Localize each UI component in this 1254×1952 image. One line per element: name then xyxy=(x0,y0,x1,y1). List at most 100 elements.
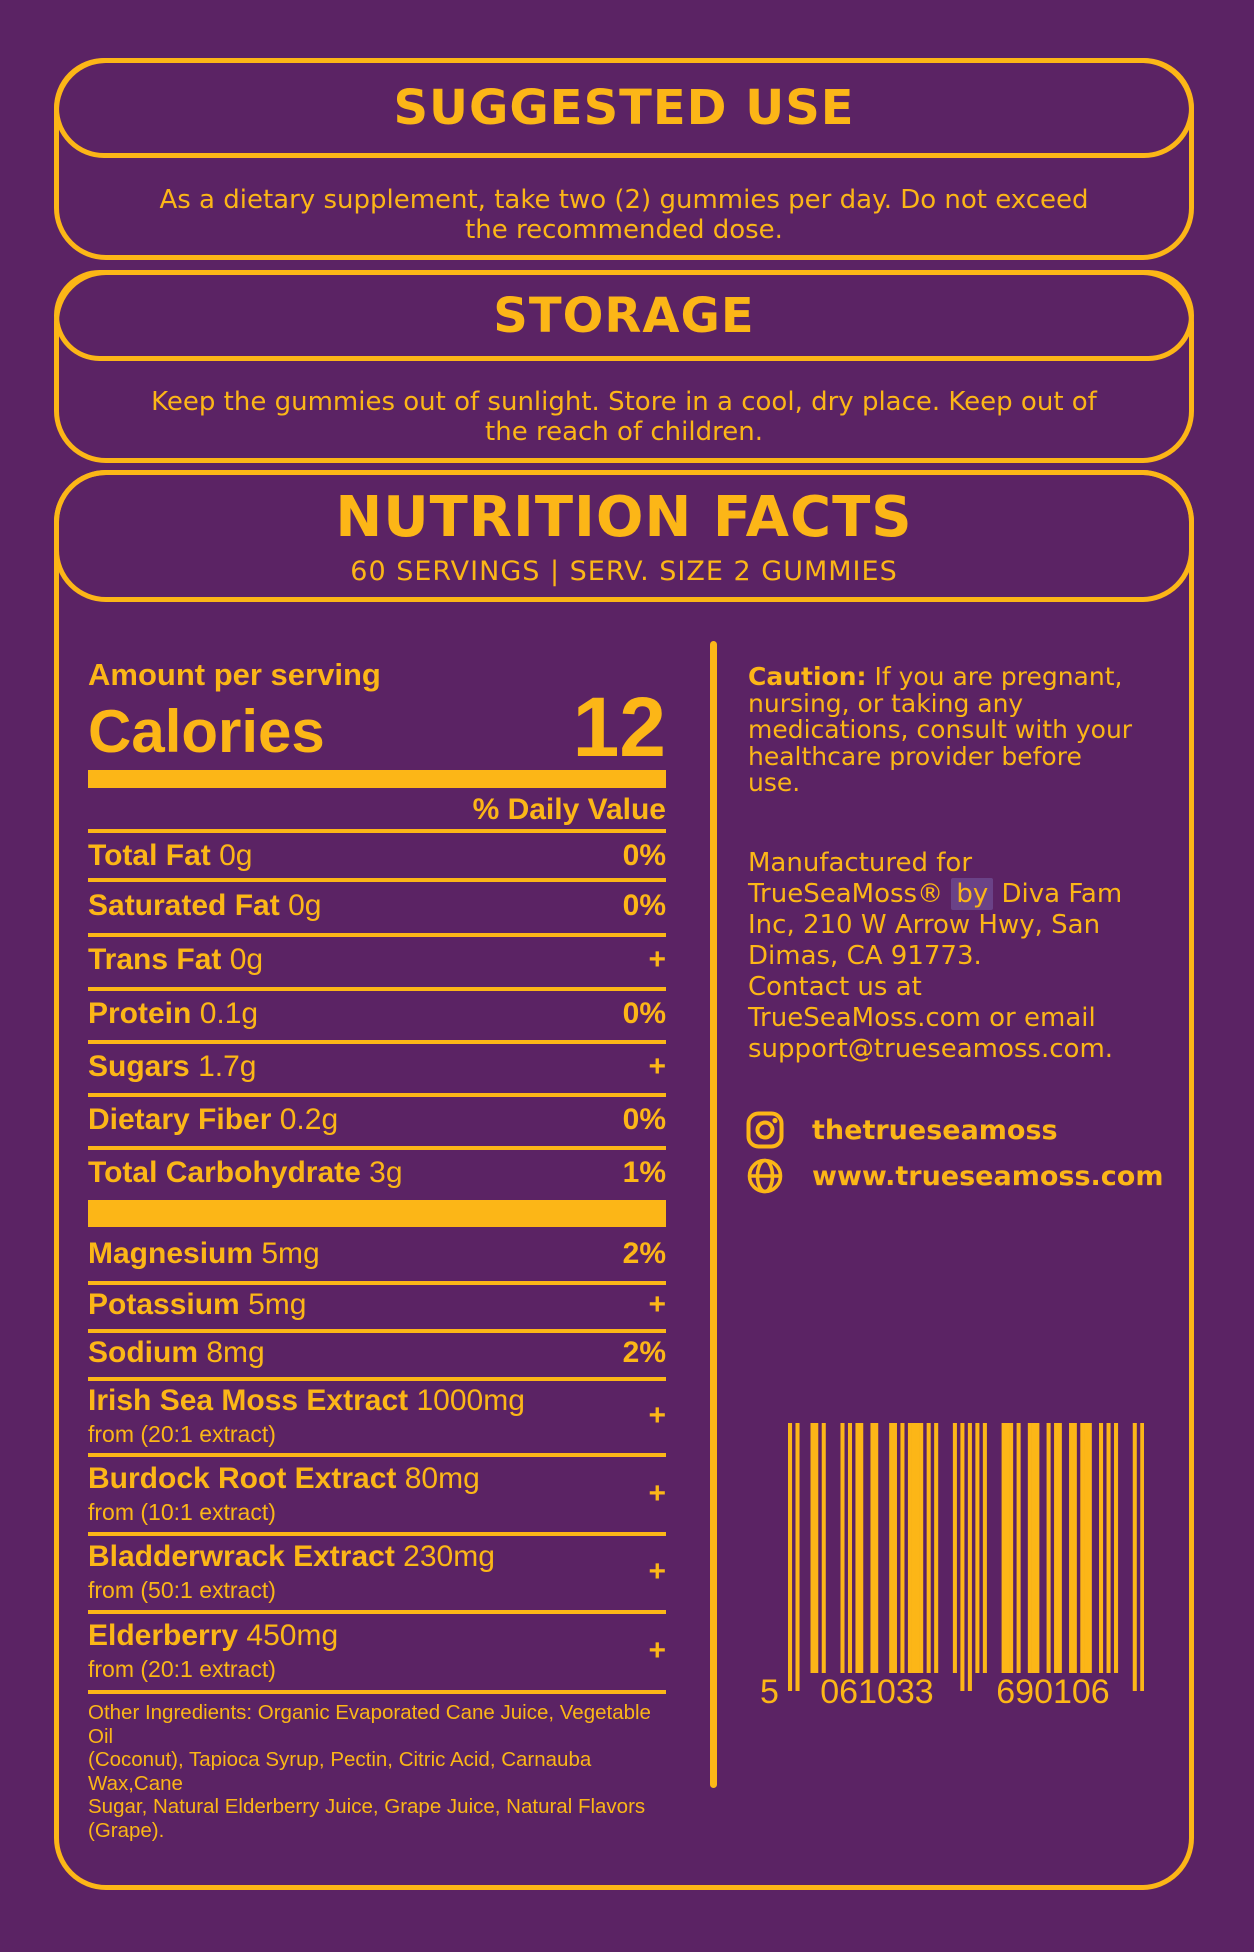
row-divider xyxy=(88,1690,666,1694)
storage-title-box: STORAGE xyxy=(54,270,1194,361)
calories-value: 12 xyxy=(572,680,666,775)
amount-per-serving-label: Amount per serving xyxy=(88,657,381,692)
globe-icon xyxy=(746,1157,784,1195)
nutrient-row-total-carbohydrate: Total Carbohydrate 3g 1% xyxy=(88,1150,666,1196)
nutrient-row-burdock-root: Burdock Root Extract 80mg from (10:1 ext… xyxy=(88,1459,666,1528)
nutrient-dv: 0% xyxy=(622,996,666,1030)
nutrient-amount: 80mg xyxy=(404,1461,480,1495)
nutrient-row-elderberry: Elderberry 450mg from (20:1 extract) + xyxy=(88,1616,666,1686)
nutrient-amount: 1.7g xyxy=(198,1049,257,1083)
row-divider xyxy=(88,878,666,882)
nutrient-dv: 2% xyxy=(622,1336,666,1369)
nutrient-row-sugars: Sugars 1.7g + xyxy=(88,1044,666,1089)
nutrient-name: Potassium xyxy=(88,1288,240,1321)
nutrient-row-saturated-fat: Saturated Fat 0g 0% xyxy=(88,882,666,929)
nutrient-name: Burdock Root Extract xyxy=(88,1461,397,1495)
nutrient-amount: 8mg xyxy=(206,1336,265,1369)
nutrient-name: Protein xyxy=(88,996,192,1030)
nutrient-name: Elderberry xyxy=(88,1619,239,1652)
nutrient-name: Irish Sea Moss Extract xyxy=(88,1384,409,1417)
suggested-use-title: SUGGESTED USE xyxy=(393,80,855,136)
nutrient-row-trans-fat: Trans Fat 0g + xyxy=(88,937,666,983)
nutrient-row-protein: Protein 0.1g 0% xyxy=(88,991,666,1036)
row-divider xyxy=(88,1093,666,1097)
nutrient-amount: 5mg xyxy=(261,1237,320,1270)
website-url: www.trueseamoss.com xyxy=(812,1160,1164,1192)
nutrient-sub: from (10:1 extract) xyxy=(88,1498,276,1525)
row-divider xyxy=(88,1040,666,1044)
row-divider xyxy=(88,933,666,937)
barcode-digits-right: 690106 xyxy=(996,1673,1110,1711)
barcode-digits-left: 061033 xyxy=(820,1673,934,1711)
nutrient-name: Trans Fat xyxy=(88,943,222,976)
barcode: 5 061033 690106 xyxy=(760,1423,1144,1713)
nutrient-dv: + xyxy=(648,1634,666,1667)
thick-bar-top xyxy=(88,770,666,788)
nutrient-amount: 3g xyxy=(369,1156,403,1189)
instagram-handle: thetrueseamoss xyxy=(812,1114,1058,1146)
nutrient-name: Sodium xyxy=(88,1336,198,1369)
row-divider xyxy=(88,1329,666,1333)
row-divider xyxy=(88,1610,666,1614)
nutrient-dv: + xyxy=(648,943,666,976)
nutrient-sub: from (20:1 extract) xyxy=(88,1421,276,1447)
nutrient-row-dietary-fiber: Dietary Fiber 0.2g 0% xyxy=(88,1097,666,1142)
calories-row: Calories 12 xyxy=(88,680,666,775)
nutrient-dv: 0% xyxy=(622,1102,666,1136)
storage-section: STORAGE Keep the gummies out of sunlight… xyxy=(54,270,1194,463)
nutrient-dv: 0% xyxy=(622,888,666,922)
nutrient-dv: + xyxy=(648,1288,666,1321)
nutrient-row-magnesium: Magnesium 5mg 2% xyxy=(88,1231,666,1277)
nutrient-row-sodium: Sodium 8mg 2% xyxy=(88,1333,666,1373)
servings-subtitle: 60 SERVINGS | SERV. SIZE 2 GUMMIES xyxy=(350,556,898,587)
nutrient-row-total-fat: Total Fat 0g 0% xyxy=(88,833,666,878)
column-divider xyxy=(710,641,717,1788)
nutrient-dv: + xyxy=(648,1049,666,1083)
nutrient-amount: 0g xyxy=(288,888,322,922)
nutrient-dv: + xyxy=(648,1476,666,1510)
suggested-use-text: As a dietary supplement, take two (2) gu… xyxy=(159,185,1089,245)
nutrition-facts-title: NUTRITION FACTS xyxy=(335,485,913,550)
nutrition-facts-title-box: NUTRITION FACTS 60 SERVINGS | SERV. SIZE… xyxy=(54,470,1194,602)
calories-label: Calories xyxy=(88,698,325,765)
daily-value-header: % Daily Value xyxy=(472,793,666,826)
storage-text: Keep the gummies out of sunlight. Store … xyxy=(151,387,1097,447)
barcode-bars xyxy=(788,1423,1144,1691)
nutrient-amount: 1000mg xyxy=(416,1384,525,1417)
nutrient-name: Magnesium xyxy=(88,1237,254,1270)
row-divider xyxy=(88,1146,666,1150)
instagram-icon xyxy=(746,1111,784,1149)
row-divider xyxy=(88,987,666,991)
nutrient-dv: + xyxy=(648,1399,666,1432)
barcode-digit-first: 5 xyxy=(760,1673,779,1711)
suggested-use-title-box: SUGGESTED USE xyxy=(54,58,1194,158)
manufactured-text: Manufactured for TrueSeaMoss® by Diva Fa… xyxy=(748,848,1123,1064)
other-ingredients-text: Other Ingredients: Organic Evaporated Ca… xyxy=(88,1701,651,1842)
nutrition-facts-section: NUTRITION FACTS 60 SERVINGS | SERV. SIZE… xyxy=(54,470,1194,1890)
website-row: www.trueseamoss.com xyxy=(746,1156,1164,1196)
storage-title: STORAGE xyxy=(493,287,755,344)
nutrient-amount: 450mg xyxy=(246,1619,339,1652)
nutrient-amount: 230mg xyxy=(403,1540,495,1573)
nutrient-dv: 1% xyxy=(622,1156,666,1189)
nutrient-name: Sugars xyxy=(88,1049,190,1083)
suggested-use-section: SUGGESTED USE As a dietary supplement, t… xyxy=(54,58,1194,260)
nutrient-amount: 0g xyxy=(219,838,253,872)
nutrient-sub: from (20:1 extract) xyxy=(88,1656,276,1682)
highlighted-word: by xyxy=(951,878,994,910)
nutrient-row-bladderwrack: Bladderwrack Extract 230mg from (50:1 ex… xyxy=(88,1538,666,1606)
nutrient-name: Bladderwrack Extract xyxy=(88,1540,395,1573)
nutrient-amount: 0.1g xyxy=(199,996,259,1030)
nutrient-name: Dietary Fiber xyxy=(88,1102,272,1136)
nutrient-amount: 0.2g xyxy=(279,1102,339,1136)
row-divider xyxy=(88,1532,666,1536)
nutrient-row-potassium: Potassium 5mg + xyxy=(88,1285,666,1325)
nutrient-sub: from (50:1 extract) xyxy=(88,1577,276,1603)
row-divider xyxy=(88,829,666,833)
row-divider xyxy=(88,1453,666,1457)
nutrient-name: Saturated Fat xyxy=(88,888,280,922)
caution-label: Caution: xyxy=(748,662,867,691)
nutrient-row-irish-sea-moss: Irish Sea Moss Extract 1000mg from (20:1… xyxy=(88,1383,666,1449)
nutrient-name: Total Carbohydrate xyxy=(88,1156,361,1189)
